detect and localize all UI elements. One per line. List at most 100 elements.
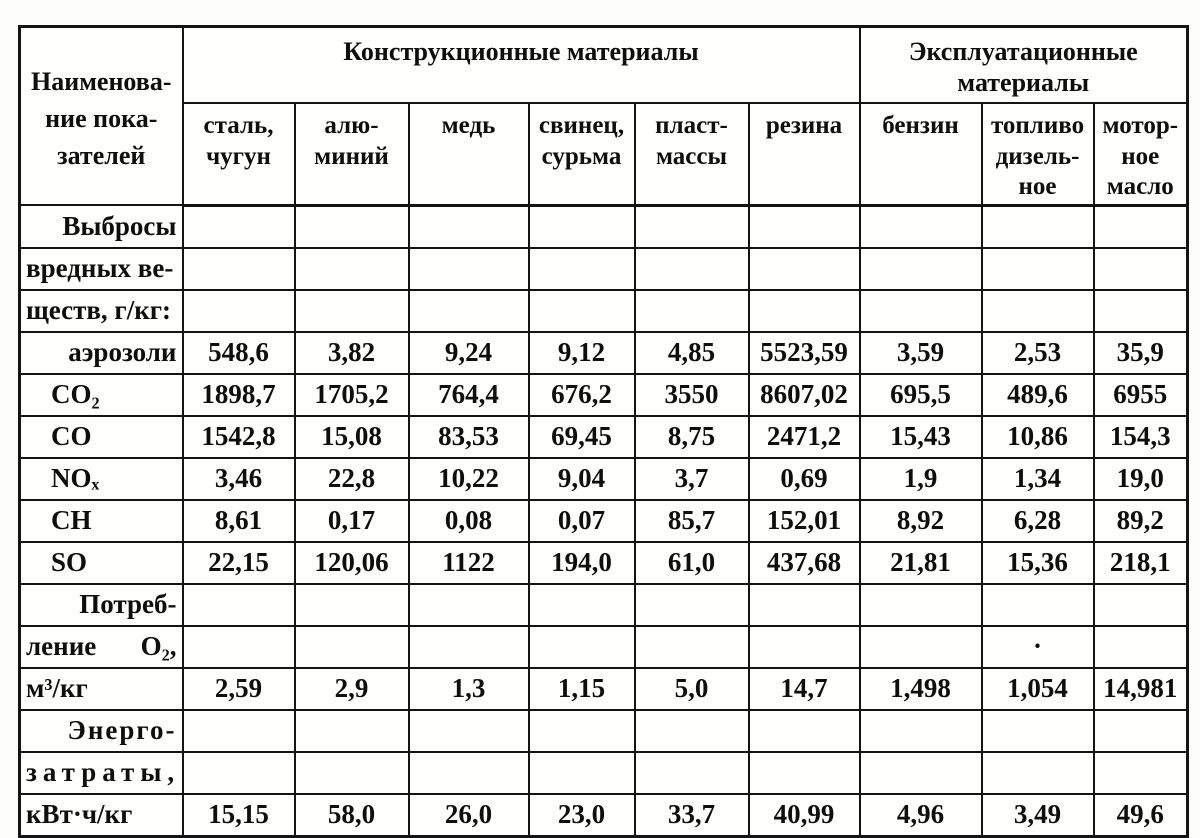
row-label: Потреб- [18, 582, 184, 627]
row-label: Выбросы [18, 204, 184, 249]
value-cell: 1705,2 [293, 372, 410, 417]
value-cell [181, 288, 296, 333]
value-cell: 218,1 [1092, 540, 1189, 585]
value-cell [1092, 204, 1189, 249]
value-cell [407, 708, 530, 753]
value-cell: 1,15 [527, 666, 636, 711]
value-cell: 58,0 [293, 792, 410, 837]
value-cell: 35,9 [1092, 330, 1189, 375]
value-cell: 2,59 [181, 666, 296, 711]
value-cell [747, 246, 861, 291]
row-label: ществ, г/кг: [18, 288, 184, 333]
value-cell [747, 750, 861, 795]
value-cell: 1,9 [858, 456, 983, 501]
value-cell: 3,59 [858, 330, 983, 375]
value-cell: 120,06 [293, 540, 410, 585]
value-cell [633, 204, 750, 249]
value-cell: 152,01 [747, 498, 861, 543]
value-cell [181, 246, 296, 291]
table-row: м³/кг 2,59 2,9 1,3 1,15 5,0 14,7 1,498 1,054 14,9… [18, 666, 1189, 711]
table-header: Наименова- ние пока- зателей Конструкцио… [18, 25, 1189, 207]
table-row: ществ, г/кг: [18, 288, 1189, 333]
table-body: Выбросы вредных ве-ществ, г/кг: аэрозоли 54… [18, 204, 1189, 837]
value-cell [858, 624, 983, 669]
scanned-page: Наименова- ние пока- зателей Конструкцио… [18, 25, 1190, 838]
group-header-construction-materials: Конструкционные материалы [181, 25, 861, 104]
row-label: SO [18, 540, 184, 585]
value-cell [527, 708, 636, 753]
row-label: вредных ве- [18, 246, 184, 291]
value-cell [293, 750, 410, 795]
value-cell [633, 582, 750, 627]
value-cell: 1,054 [980, 666, 1095, 711]
value-cell: 3,49 [980, 792, 1095, 837]
value-cell [633, 288, 750, 333]
row-label: ление О₂, [18, 624, 184, 669]
table-row: CH 8,61 0,17 0,08 0,07 85,7 152,01 8,92 6,28 89,2 [18, 498, 1189, 543]
row-label: затраты, [18, 750, 184, 795]
value-cell: 15,15 [181, 792, 296, 837]
value-cell [181, 708, 296, 753]
value-cell [980, 246, 1095, 291]
column-header-plastics: пласт- массы [633, 102, 750, 207]
value-cell [747, 708, 861, 753]
value-cell: 548,6 [181, 330, 296, 375]
value-cell [293, 624, 410, 669]
value-cell [747, 288, 861, 333]
value-cell [980, 204, 1095, 249]
value-cell [858, 582, 983, 627]
value-cell [527, 750, 636, 795]
value-cell [527, 288, 636, 333]
value-cell [293, 246, 410, 291]
value-cell [633, 750, 750, 795]
column-header-petrol: бензин [858, 102, 983, 207]
row-label: CH [18, 498, 184, 543]
value-cell: · [980, 624, 1095, 669]
value-cell: 61,0 [633, 540, 750, 585]
value-cell: 437,68 [747, 540, 861, 585]
value-cell [980, 582, 1095, 627]
value-cell: 6955 [1092, 372, 1189, 417]
value-cell: 9,12 [527, 330, 636, 375]
value-cell: 15,43 [858, 414, 983, 459]
value-cell [181, 624, 296, 669]
table-row: NOₓ 3,46 22,8 10,22 9,04 3,7 0,69 1,9 1,34 19,0 [18, 456, 1189, 501]
value-cell: 9,04 [527, 456, 636, 501]
value-cell: 1542,8 [181, 414, 296, 459]
row-label: м³/кг [18, 666, 184, 711]
value-cell: 14,7 [747, 666, 861, 711]
value-cell [407, 288, 530, 333]
table-row: Энерго- [18, 708, 1189, 753]
corner-header: Наименова- ние пока- зателей [18, 25, 184, 206]
value-cell: 8,92 [858, 498, 983, 543]
value-cell: 6,28 [980, 498, 1095, 543]
value-cell: 49,6 [1092, 792, 1189, 837]
column-header-motor-oil: мотор- ное масло [1092, 102, 1189, 207]
value-cell: 4,85 [633, 330, 750, 375]
value-cell [407, 204, 530, 249]
value-cell: 22,15 [181, 540, 296, 585]
value-cell: 10,22 [407, 456, 530, 501]
value-cell [858, 750, 983, 795]
table-row: CO 1542,8 15,08 83,53 69,45 8,75 2471,2 15,43 10… [18, 414, 1189, 459]
value-cell [1092, 582, 1189, 627]
group-header-row: Наименова- ние пока- зателей Конструкцио… [18, 25, 1189, 206]
value-cell [527, 204, 636, 249]
column-header-rubber: резина [747, 102, 861, 207]
value-cell [181, 204, 296, 249]
value-cell [633, 624, 750, 669]
table-row: Потреб- [18, 582, 1189, 627]
value-cell [980, 708, 1095, 753]
materials-emissions-table: Наименова- ние пока- зателей Конструкцио… [18, 25, 1190, 838]
value-cell [747, 204, 861, 249]
value-cell: 8,75 [633, 414, 750, 459]
value-cell [858, 246, 983, 291]
value-cell [633, 708, 750, 753]
value-cell: 83,53 [407, 414, 530, 459]
value-cell: 154,3 [1092, 414, 1189, 459]
value-cell [407, 246, 530, 291]
row-label: NOₓ [18, 456, 184, 501]
value-cell: 3,46 [181, 456, 296, 501]
value-cell [407, 624, 530, 669]
value-cell: 9,24 [407, 330, 530, 375]
